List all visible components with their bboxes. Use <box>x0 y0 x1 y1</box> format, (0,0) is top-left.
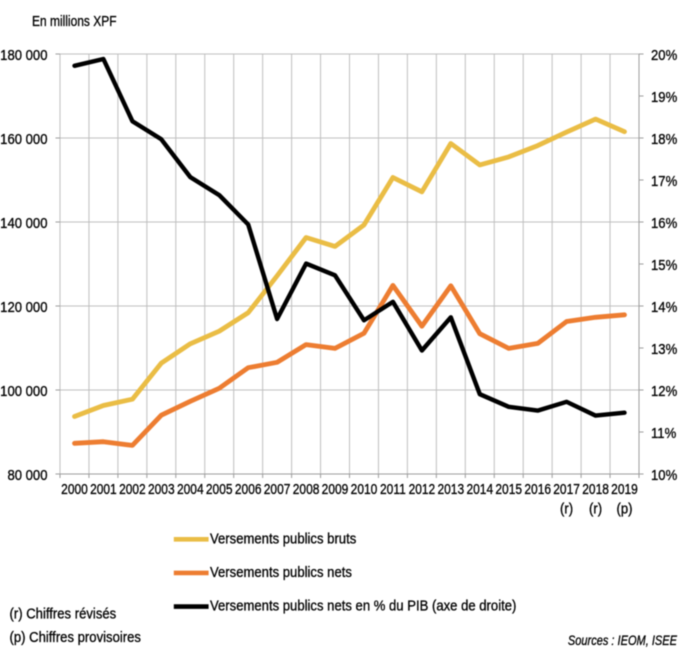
svg-text:2004: 2004 <box>177 481 204 497</box>
svg-text:2012: 2012 <box>409 481 436 497</box>
svg-text:17%: 17% <box>651 172 677 189</box>
svg-text:2010: 2010 <box>351 481 378 497</box>
svg-text:20%: 20% <box>651 46 677 63</box>
svg-text:2007: 2007 <box>264 481 291 497</box>
svg-text:2016: 2016 <box>524 481 551 497</box>
svg-text:2009: 2009 <box>322 481 349 497</box>
svg-text:120 000: 120 000 <box>0 298 48 315</box>
svg-text:Versements publics nets: Versements publics nets <box>210 563 352 580</box>
svg-text:2002: 2002 <box>119 481 146 497</box>
svg-text:(p): (p) <box>616 500 632 517</box>
svg-text:180 000: 180 000 <box>0 46 48 63</box>
svg-text:12%: 12% <box>651 382 677 399</box>
svg-text:Versements publics nets en % d: Versements publics nets en % du PIB (axe… <box>210 597 516 614</box>
svg-text:80 000: 80 000 <box>7 466 47 483</box>
svg-text:10%: 10% <box>651 466 677 483</box>
svg-text:15%: 15% <box>651 256 677 273</box>
svg-text:(r) Chiffres révisés: (r) Chiffres révisés <box>10 605 117 622</box>
svg-text:2015: 2015 <box>495 481 522 497</box>
svg-text:2014: 2014 <box>466 481 493 497</box>
svg-text:2018: 2018 <box>582 481 609 497</box>
svg-text:100 000: 100 000 <box>0 382 48 399</box>
svg-text:2017: 2017 <box>553 481 580 497</box>
svg-text:2011: 2011 <box>380 481 406 497</box>
svg-text:14%: 14% <box>651 298 677 315</box>
svg-text:En millions XPF: En millions XPF <box>32 13 117 29</box>
svg-text:Sources : IEOM, ISEE: Sources : IEOM, ISEE <box>568 633 678 648</box>
svg-text:16%: 16% <box>651 214 677 231</box>
svg-text:2006: 2006 <box>235 481 262 497</box>
svg-text:2008: 2008 <box>293 481 320 497</box>
svg-text:11%: 11% <box>651 424 676 441</box>
svg-text:2005: 2005 <box>206 481 233 497</box>
svg-text:2001: 2001 <box>90 481 117 497</box>
svg-text:(r): (r) <box>560 500 573 517</box>
svg-text:13%: 13% <box>651 340 677 357</box>
svg-text:Versements publics bruts: Versements publics bruts <box>210 530 356 547</box>
svg-text:(r): (r) <box>589 500 602 517</box>
svg-text:140 000: 140 000 <box>0 214 48 231</box>
svg-text:19%: 19% <box>651 88 677 105</box>
svg-text:2013: 2013 <box>437 481 464 497</box>
svg-text:2003: 2003 <box>148 481 175 497</box>
svg-text:18%: 18% <box>651 130 677 147</box>
svg-text:(p) Chiffres provisoires: (p) Chiffres provisoires <box>10 628 141 645</box>
svg-text:160 000: 160 000 <box>0 130 48 147</box>
svg-text:2019: 2019 <box>611 481 638 497</box>
svg-text:2000: 2000 <box>61 481 88 497</box>
